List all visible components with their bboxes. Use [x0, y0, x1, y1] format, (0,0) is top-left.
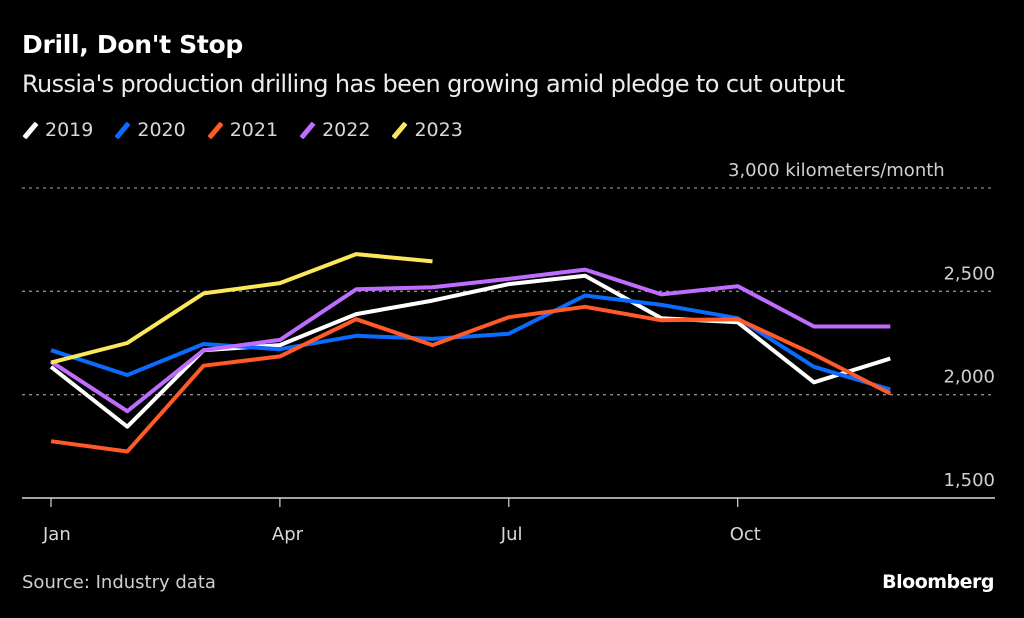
legend-label: 2023	[414, 119, 463, 141]
legend-item-2021: 2021	[207, 119, 278, 141]
series-line-2023	[50, 252, 433, 365]
bloomberg-logo: Bloomberg	[882, 571, 994, 593]
x-tick-label: Jan	[42, 524, 71, 545]
series-line-2022	[49, 267, 891, 414]
x-tick-label: Oct	[730, 524, 761, 545]
legend-label: 2022	[322, 119, 371, 141]
y-tick-label: 1,500	[943, 470, 995, 491]
legend-item-2023: 2023	[391, 119, 463, 141]
legend-label: 2021	[229, 119, 279, 141]
x-tick-label: Jul	[500, 524, 523, 545]
x-tick-label: Apr	[272, 524, 304, 545]
legend: 2019 2020 2021 2022 2023	[22, 117, 484, 143]
source-note: Source: Industry data	[22, 572, 216, 593]
legend-label: 2020	[137, 119, 186, 141]
chart-subtitle: Russia's production drilling has been gr…	[22, 70, 845, 98]
legend-item-2022: 2022	[299, 119, 370, 141]
legend-label: 2019	[45, 119, 94, 141]
series-line-2019	[49, 273, 891, 429]
chart-title: Drill, Don't Stop	[22, 30, 243, 59]
series-line-2021	[50, 304, 892, 454]
legend-item-2020: 2020	[114, 119, 186, 141]
y-tick-label: 2,000	[943, 367, 995, 388]
y-tick-label: 3,000 kilometers/month	[728, 160, 945, 181]
legend-item-2019: 2019	[22, 119, 93, 141]
y-tick-label: 2,500	[943, 263, 995, 284]
